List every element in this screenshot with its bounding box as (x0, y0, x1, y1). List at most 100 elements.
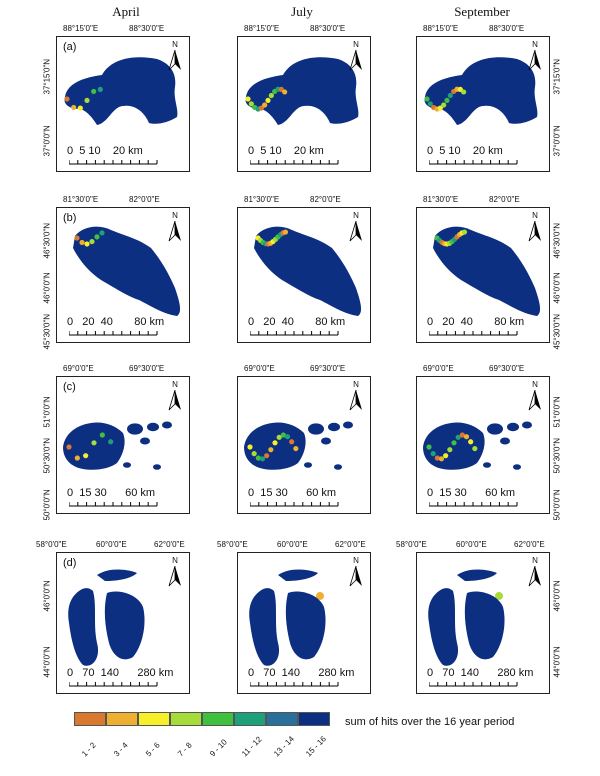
legend-class-label: 15 - 16 (304, 734, 328, 759)
latitude-label: 46°0'0"N (552, 580, 562, 612)
legend-swatch (202, 712, 234, 726)
north-label: N (172, 380, 178, 389)
map-panel-b-april: (b) N 0 20 40 80 km (56, 207, 190, 343)
longitude-label: 62°0'0"E (514, 540, 545, 549)
longitude-label: 58°0'0"E (396, 540, 427, 549)
latitude-label: 51°0'0"N (552, 396, 562, 428)
latitude-label: 50°0'0"N (552, 489, 562, 521)
north-label: N (532, 211, 538, 220)
latitude-label: 46°30'0"N (552, 222, 562, 259)
panel-label: (b) (63, 212, 77, 224)
longitude-label: 82°0'0"E (129, 195, 160, 204)
scale-bar (250, 331, 339, 336)
map-panel-a-september: N 0 5 10 20 km (416, 36, 550, 172)
north-basin (278, 569, 318, 581)
scale-bar (69, 331, 158, 336)
north-arrow-icon: N (527, 212, 543, 242)
scale-bar-labels: 0 20 40 80 km (427, 316, 525, 328)
east-basin (104, 591, 145, 660)
change-pixel-cluster (434, 455, 440, 461)
latitude-label: 50°30'0"N (42, 438, 52, 474)
lake-body (63, 422, 125, 470)
change-pixel-cluster (293, 445, 299, 452)
longitude-label: 62°0'0"E (154, 540, 185, 549)
longitude-label: 69°30'0"E (489, 364, 525, 373)
north-arrow-icon: N (167, 381, 183, 411)
change-pixel-cluster (455, 434, 461, 440)
longitude-label: 58°0'0"E (36, 540, 67, 549)
latitude-label: 46°30'0"N (42, 222, 52, 259)
longitude-label: 60°0'0"E (277, 540, 308, 549)
change-pixel-cluster (280, 432, 286, 438)
legend-class-label: 1 - 2 (80, 740, 98, 759)
change-pixel-cluster (443, 453, 449, 459)
legend-class-label: 7 - 8 (176, 740, 194, 759)
scale-bar-labels: 0 70 140 280 km (427, 667, 534, 679)
change-pixel-cluster (459, 432, 465, 438)
change-pixel-cluster (77, 105, 83, 111)
latitude-label: 45°30'0"N (552, 313, 562, 350)
lake-map (433, 226, 541, 316)
legend-class-label: 13 - 14 (272, 734, 296, 759)
column-title-july: July (291, 4, 313, 19)
lake-body (68, 588, 99, 666)
latitude-label: 51°0'0"N (42, 396, 52, 428)
change-pixel-cluster (258, 105, 264, 111)
panel-label: (d) (63, 557, 77, 569)
scale-bar (250, 502, 339, 507)
longitude-label: 69°0'0"E (423, 364, 454, 373)
north-label: N (532, 380, 538, 389)
legend-swatch (138, 712, 170, 726)
lake-map (249, 569, 326, 666)
change-pixel-cluster (316, 591, 324, 600)
longitude-label: 88°30'0"E (129, 24, 165, 33)
north-arrow-icon: N (167, 41, 183, 71)
change-pixel-cluster (447, 92, 453, 99)
longitude-label: 69°0'0"E (244, 364, 275, 373)
satellite-pond (140, 437, 150, 445)
north-arrow-icon: N (527, 557, 543, 587)
satellite-pond (500, 437, 510, 445)
change-pixel-cluster (89, 238, 95, 245)
change-pixel-cluster (84, 97, 90, 104)
scale-bar (250, 682, 339, 687)
map-panel-c-april: (c) N 0 15 30 60 km (56, 376, 190, 514)
change-pixel-cluster (284, 434, 291, 440)
map-panel-b-september: N 0 20 40 80 km (416, 207, 550, 343)
latitude-label: 50°30'0"N (552, 438, 562, 474)
longitude-label: 81°30'0"E (63, 195, 99, 204)
lake-body (424, 57, 538, 125)
longitude-label: 81°30'0"E (244, 195, 280, 204)
north-arrow-icon: N (527, 41, 543, 71)
map-panel-d-july: N 0 70 140 280 km (237, 552, 371, 694)
change-pixel-cluster (64, 96, 70, 102)
scale-bar-labels: 0 15 30 60 km (427, 487, 516, 499)
legend-swatch (266, 712, 298, 726)
change-pixel-cluster (461, 229, 468, 235)
change-pixel-cluster (268, 447, 274, 453)
longitude-label: 88°15'0"E (63, 24, 99, 33)
lake-body (433, 226, 541, 316)
scale-bar (250, 160, 339, 165)
satellite-pond (487, 423, 503, 435)
map-panel-b-july: N 0 20 40 80 km (237, 207, 371, 343)
latitude-label: 46°0'0"N (42, 272, 52, 304)
satellite-pond (123, 462, 131, 468)
north-arrow-icon: N (167, 557, 183, 587)
change-pixel-cluster (438, 456, 445, 462)
scale-bar (429, 331, 518, 336)
north-label: N (353, 556, 359, 565)
lake-map (428, 569, 505, 666)
scale-bar-labels: 0 70 140 280 km (248, 667, 355, 679)
north-label: N (532, 556, 538, 565)
north-basin (97, 569, 137, 581)
scale-bar (429, 160, 518, 165)
satellite-pond (328, 422, 340, 432)
lake-map (244, 421, 353, 470)
change-pixel-cluster (282, 229, 289, 235)
longitude-label: 82°0'0"E (310, 195, 341, 204)
change-pixel-cluster (83, 453, 89, 459)
scale-bar-labels: 0 5 10 20 km (67, 145, 143, 157)
latitude-label: 50°0'0"N (42, 489, 52, 521)
north-label: N (172, 40, 178, 49)
